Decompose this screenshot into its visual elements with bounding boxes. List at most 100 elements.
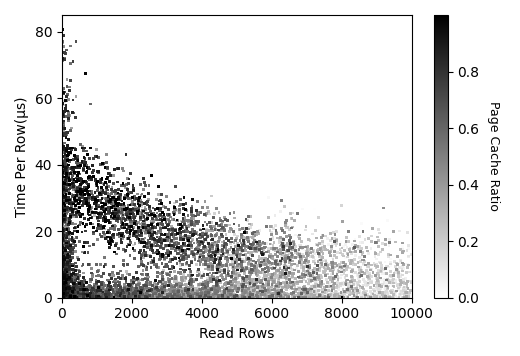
Point (117, 208, 125, 214)
Point (232, 256, 241, 262)
Point (88, 215, 96, 221)
Point (194, 241, 203, 247)
Point (196, 226, 204, 232)
Point (287, 284, 295, 289)
Point (396, 287, 405, 293)
Point (258, 286, 266, 292)
Point (67, 286, 75, 292)
Point (229, 268, 237, 273)
Point (125, 293, 134, 299)
Point (270, 279, 278, 285)
Point (60, 180, 68, 186)
Point (93, 284, 101, 290)
Point (383, 282, 391, 288)
Point (109, 279, 117, 285)
Point (155, 237, 164, 242)
Point (204, 286, 212, 292)
Point (218, 234, 227, 239)
Point (279, 250, 287, 256)
Point (222, 236, 230, 241)
Point (193, 295, 202, 300)
Point (311, 291, 320, 297)
Point (116, 197, 124, 202)
Point (349, 262, 358, 267)
Point (94, 223, 102, 229)
Point (66, 257, 74, 263)
Point (83, 294, 92, 300)
Point (240, 288, 249, 294)
Point (68, 192, 76, 198)
Point (406, 287, 414, 293)
Point (64, 277, 72, 283)
Point (64, 293, 73, 299)
Point (220, 288, 228, 294)
Point (245, 258, 253, 263)
Point (150, 222, 158, 228)
Point (87, 293, 96, 299)
Point (111, 288, 120, 294)
Point (71, 189, 80, 195)
Point (375, 273, 383, 278)
Point (128, 208, 137, 213)
Point (405, 239, 413, 244)
Point (384, 276, 392, 282)
Point (276, 292, 284, 297)
Point (120, 288, 128, 294)
Point (333, 270, 341, 276)
Point (324, 268, 333, 274)
Point (72, 294, 80, 300)
Point (72, 243, 80, 248)
Point (73, 291, 82, 297)
Point (63, 274, 71, 280)
Point (240, 264, 248, 270)
Point (213, 247, 222, 253)
Point (107, 239, 115, 245)
Point (387, 273, 395, 278)
Point (186, 278, 194, 284)
Point (354, 244, 362, 250)
Point (310, 275, 318, 281)
Point (365, 292, 373, 298)
Point (402, 292, 410, 298)
Point (306, 265, 314, 270)
Point (333, 265, 342, 271)
Point (258, 267, 266, 273)
Point (60, 140, 69, 146)
Point (220, 268, 228, 273)
Point (133, 292, 141, 298)
Point (239, 275, 248, 281)
Point (82, 291, 90, 297)
Point (238, 288, 246, 294)
Point (303, 295, 311, 300)
Point (117, 224, 125, 229)
Point (59, 253, 68, 259)
Point (123, 244, 131, 249)
Point (66, 43, 74, 49)
Point (173, 278, 181, 284)
Point (153, 221, 162, 227)
Point (320, 294, 328, 300)
Point (330, 240, 338, 246)
Point (183, 227, 191, 233)
Point (239, 275, 247, 281)
Point (302, 257, 310, 263)
Point (380, 294, 388, 300)
Point (272, 283, 280, 289)
Point (239, 286, 247, 292)
Point (238, 292, 246, 298)
Point (152, 294, 160, 300)
Point (59, 232, 68, 237)
Point (323, 271, 332, 277)
Point (343, 245, 351, 251)
Point (405, 253, 413, 259)
Point (295, 284, 304, 290)
Point (58, 193, 67, 198)
Point (137, 259, 146, 265)
Point (405, 248, 413, 253)
Point (225, 246, 233, 252)
Point (65, 197, 73, 203)
Point (373, 294, 381, 299)
Point (275, 261, 283, 267)
Point (194, 219, 202, 225)
Point (183, 288, 191, 294)
